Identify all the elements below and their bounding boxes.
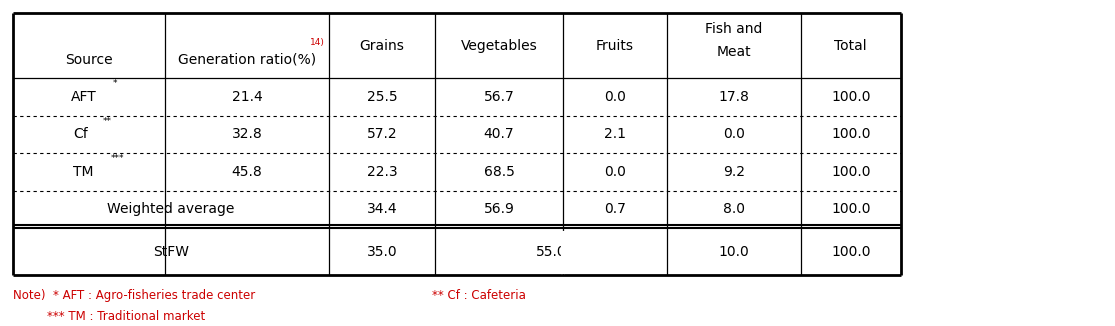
Text: *** TM : Traditional market: *** TM : Traditional market (47, 310, 205, 323)
Text: 32.8: 32.8 (232, 127, 262, 141)
Text: 100.0: 100.0 (831, 202, 871, 216)
Text: 21.4: 21.4 (232, 90, 262, 104)
Text: 100.0: 100.0 (831, 245, 871, 259)
Text: StFW: StFW (153, 245, 190, 259)
Text: Meat: Meat (716, 45, 752, 59)
Text: Fish and: Fish and (705, 22, 763, 36)
Text: 56.9: 56.9 (484, 202, 514, 216)
Text: 68.5: 68.5 (484, 165, 514, 179)
Text: Source: Source (66, 53, 113, 67)
Text: 45.8: 45.8 (232, 165, 262, 179)
Text: 0.7: 0.7 (604, 202, 626, 216)
Text: 0.0: 0.0 (604, 165, 626, 179)
Text: 100.0: 100.0 (831, 90, 871, 104)
Text: 34.4: 34.4 (367, 202, 397, 216)
Text: AFT: AFT (70, 90, 97, 104)
Text: 8.0: 8.0 (723, 202, 745, 216)
Text: *: * (113, 80, 117, 88)
Text: 14): 14) (310, 37, 324, 47)
Text: 9.2: 9.2 (723, 165, 745, 179)
Text: Fruits: Fruits (595, 39, 634, 52)
Text: 17.8: 17.8 (718, 90, 749, 104)
Text: 10.0: 10.0 (718, 245, 749, 259)
Text: 57.2: 57.2 (367, 127, 397, 141)
Text: 40.7: 40.7 (484, 127, 514, 141)
Text: 0.0: 0.0 (723, 127, 745, 141)
Text: **: ** (103, 117, 112, 126)
Text: Vegetables: Vegetables (460, 39, 537, 52)
Text: ***: *** (110, 155, 124, 163)
Text: 22.3: 22.3 (367, 165, 397, 179)
Text: 56.7: 56.7 (484, 90, 514, 104)
Text: 35.0: 35.0 (367, 245, 397, 259)
Text: Weighted average: Weighted average (107, 202, 235, 216)
Text: Cf: Cf (72, 127, 88, 141)
Text: TM: TM (74, 165, 94, 179)
Text: 55.0: 55.0 (535, 245, 566, 259)
Text: 2.1: 2.1 (604, 127, 626, 141)
Text: 100.0: 100.0 (831, 165, 871, 179)
Text: 0.0: 0.0 (604, 90, 626, 104)
Text: 25.5: 25.5 (367, 90, 397, 104)
Text: Note)  * AFT : Agro-fisheries trade center: Note) * AFT : Agro-fisheries trade cente… (13, 289, 255, 302)
Text: Grains: Grains (359, 39, 405, 52)
Text: Generation ratio(%): Generation ratio(%) (178, 53, 316, 67)
Text: 100.0: 100.0 (831, 127, 871, 141)
Text: Total: Total (834, 39, 867, 52)
Text: ** Cf : Cafeteria: ** Cf : Cafeteria (432, 289, 525, 302)
